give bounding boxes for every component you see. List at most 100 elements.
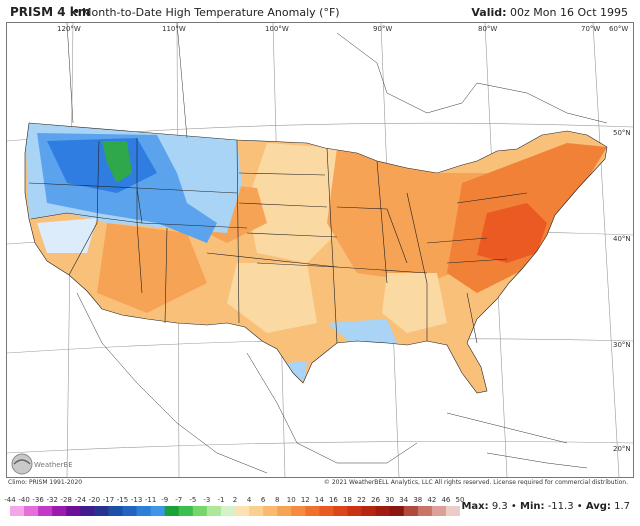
latitude-labels: 50°N 40°N 30°N 20°N (613, 129, 631, 453)
colorbar-tick-label: -13 (130, 496, 143, 504)
avg-label: Avg: (585, 501, 611, 512)
colorbar-swatch (319, 506, 334, 516)
coastlines (66, 23, 608, 474)
colorbar-swatch (136, 506, 152, 516)
colorbar-swatch (263, 506, 278, 516)
climo-note: Climo: PRISM 1991-2020 (8, 479, 83, 486)
copyright-note: © 2021 WeatherBELL Analytics, LLC All ri… (323, 479, 628, 486)
stats-readout: Max: 9.3 • Min: -11.3 • Avg: 1.7 (461, 501, 630, 512)
colorbar-swatch (52, 506, 67, 516)
weatherbell-logo: WeatherBELL (10, 452, 81, 476)
colorbar-swatch (206, 506, 222, 516)
lat-label: 30°N (613, 341, 631, 349)
stat-separator: • (510, 501, 517, 512)
colorbar-tick-label: -36 (32, 496, 44, 504)
logo-text: WeatherBELL (34, 461, 72, 469)
colorbar-swatch (24, 506, 39, 516)
colorbar-swatch (445, 506, 460, 516)
valid-time: Valid: 00z Mon 16 Oct 1995 (471, 6, 628, 19)
colorbar-tick-label: -11 (144, 496, 157, 504)
colorbar-swatch (305, 506, 320, 516)
header-bar: PRISM 4 km • Month-to-Date High Temperat… (0, 0, 640, 22)
colorbar-swatch (375, 506, 391, 516)
boundaries (24, 122, 608, 394)
colorbar-tick-label: 50 (455, 496, 465, 504)
colorbar-swatch (94, 506, 109, 516)
map-canvas: 120°W 110°W 100°W 90°W 80°W 70°W 60°W 50… (7, 23, 633, 477)
colorbar-tick-label: 30 (385, 496, 395, 504)
colorbar-swatch (249, 506, 264, 516)
lon-label: 80°W (478, 25, 497, 33)
colorbar-tick-label: -1 (217, 496, 225, 504)
colorbar-tick-label: -24 (74, 496, 87, 504)
lon-label: 120°W (57, 25, 81, 33)
colorbar-ticks: -44 -40 -36 -32 -28 -24 -20 -17 -15 -13 -11 -9 -7 -5-… (4, 496, 470, 506)
colorbar-tick-label: 8 (274, 496, 280, 504)
title-separator: • (73, 5, 81, 19)
colorbar-swatch (417, 506, 433, 516)
colorbar-tick-label: 6 (260, 496, 266, 504)
colorbar-swatch (361, 506, 377, 516)
colorbar-tick-label: -9 (161, 496, 169, 504)
colorbar-tick-label: -40 (18, 496, 30, 504)
colorbar-swatch (235, 506, 250, 516)
min-label: Min: (520, 501, 545, 512)
valid-label: Valid: (471, 6, 507, 19)
colorbar-swatch (80, 506, 95, 516)
colorbar-tick-label: 14 (314, 496, 324, 504)
colorbar-tick-label: 22 (357, 496, 367, 504)
map-title: PRISM 4 km (10, 5, 91, 19)
colorbar-tick-label: 16 (328, 496, 338, 504)
longitude-labels: 120°W 110°W 100°W 90°W 80°W 70°W 60°W (57, 25, 628, 33)
colorbar-swatch (192, 506, 208, 516)
colorbar-swatch (431, 506, 447, 516)
lon-label: 90°W (373, 25, 392, 33)
lat-label: 50°N (613, 129, 631, 137)
colorbar-tick-label: 4 (246, 496, 252, 504)
colorbar-tick-label: 2 (232, 496, 238, 504)
lon-label: 100°W (265, 25, 289, 33)
max-value: 9.3 (491, 501, 508, 512)
colorbar-swatch (389, 506, 405, 516)
colorbar-swatch (10, 506, 25, 516)
colorbar-tick-label: -3 (203, 496, 211, 504)
colorbar-swatch (178, 506, 194, 516)
colorbar-swatch (403, 506, 419, 516)
colorbar-swatch (164, 506, 180, 516)
colorbar-tick-label: -5 (189, 496, 197, 504)
colorbar-swatch (291, 506, 306, 516)
colorbar-swatch (347, 506, 363, 516)
lon-label: 110°W (162, 25, 186, 33)
colorbar-tick-label: -44 (4, 496, 16, 504)
map-subtitle: Month-to-Date High Temperature Anomaly (… (82, 6, 340, 19)
colorbar-swatch (122, 506, 138, 516)
colorbar-tick-label: 38 (413, 496, 423, 504)
colorbar-tick-label: 42 (427, 496, 437, 504)
colorbar-tick-label: -20 (88, 496, 101, 504)
colorbar-swatch (38, 506, 53, 516)
colorbar-swatch (333, 506, 348, 516)
colorbar-tick-label: 34 (399, 496, 409, 504)
max-label: Max: (461, 501, 489, 512)
colorbar-tick-label: -15 (116, 496, 129, 504)
colorbar-swatch (220, 506, 236, 516)
valid-value: 00z Mon 16 Oct 1995 (510, 6, 628, 19)
colorbar-tick-label: 18 (343, 496, 352, 504)
colorbar-tick-label: 10 (286, 496, 296, 504)
lon-label: 70°W (581, 25, 600, 33)
colorbar-tick-label: -32 (46, 496, 58, 504)
colorbar-swatch (108, 506, 123, 516)
anomaly-field (25, 123, 607, 393)
colorbar-swatch (150, 506, 166, 516)
min-value: -11.3 (547, 501, 574, 512)
colorbar-tick-label: -7 (175, 496, 183, 504)
lat-label: 20°N (613, 445, 631, 453)
anomaly-map[interactable]: 120°W 110°W 100°W 90°W 80°W 70°W 60°W 50… (6, 22, 634, 478)
colorbar (10, 506, 460, 516)
colorbar-tick-label: 26 (371, 496, 381, 504)
colorbar-tick-label: 12 (300, 496, 310, 504)
avg-value: 1.7 (614, 501, 630, 512)
colorbar-tick-label: 46 (441, 496, 451, 504)
stat-separator: • (576, 501, 583, 512)
lon-label: 60°W (609, 25, 628, 33)
